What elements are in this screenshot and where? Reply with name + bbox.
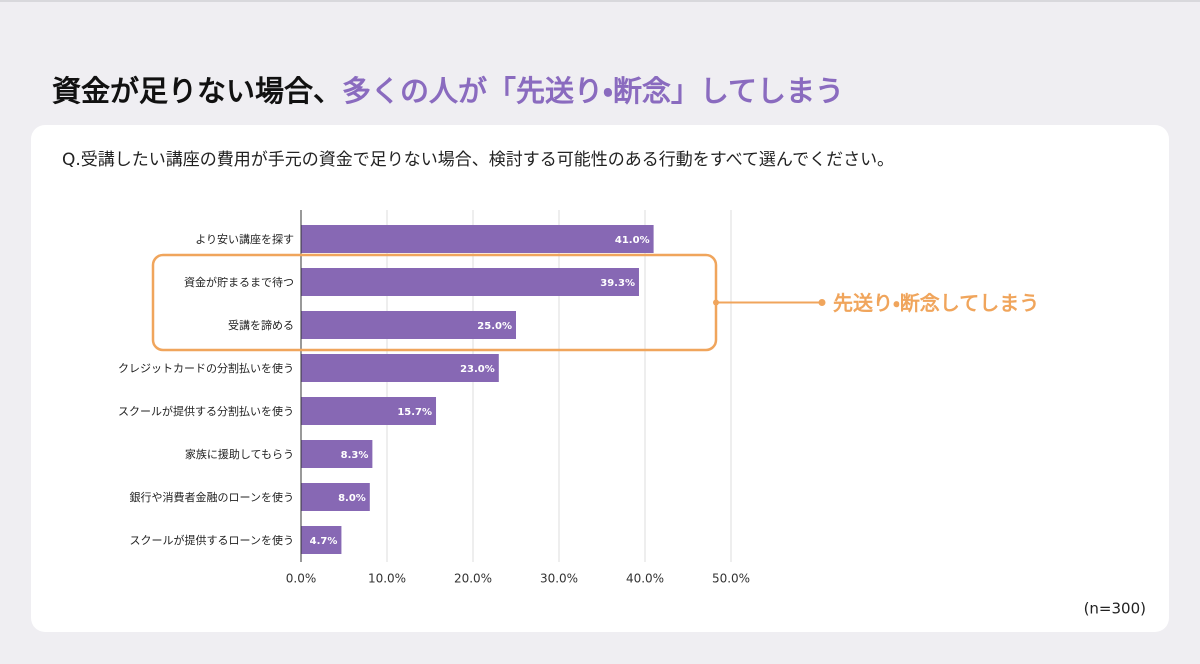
title-part: 資金が足りない場合、	[52, 74, 342, 108]
category-label: 銀行や消費者金融のローンを使う	[130, 490, 294, 504]
category-label: 受講を諦める	[228, 318, 294, 332]
card	[31, 125, 1169, 632]
value-label: 8.0%	[338, 493, 366, 504]
category-label: クレジットカードの分割払いを使う	[118, 361, 294, 375]
category-label: スクールが提供するローンを使う	[130, 533, 294, 547]
plot: 0.0% 10.0% 20.0% 30.0% 40.0% 50.0% より安い講座を探す 41…	[118, 210, 1039, 586]
bar	[301, 225, 654, 253]
bar	[301, 483, 370, 511]
x-tick-label: 10.0%	[368, 572, 406, 586]
sample-note: (n=300)	[1084, 600, 1146, 618]
connector-dot	[713, 299, 719, 306]
value-label: 15.7%	[397, 407, 432, 418]
annotation: 先送り・断念してしまう	[833, 291, 1039, 315]
bar	[301, 440, 373, 468]
bar	[301, 311, 516, 339]
value-label: 25.0%	[477, 321, 512, 332]
connector-dot	[818, 299, 826, 306]
bar	[301, 354, 499, 382]
value-label: 23.0%	[460, 364, 495, 375]
category-label: より安い講座を探す	[195, 232, 294, 246]
chart-title: 資金が足りない場合、多くの人が「先送り・断念」してしまう	[52, 74, 844, 108]
x-tick-label: 30.0%	[540, 572, 578, 586]
bar	[301, 268, 639, 296]
question: Q.受講したい講座の費用が手元の資金で足りない場合、検討する可能性のある行動をす…	[62, 150, 894, 170]
value-label: 8.3%	[341, 450, 369, 461]
value-label: 4.7%	[310, 536, 338, 547]
title-highlight: 多くの人が「先送り・断念」してしまう	[342, 74, 844, 108]
x-tick-label: 0.0%	[286, 572, 317, 586]
x-tick-label: 20.0%	[454, 572, 492, 586]
category-label: 資金が貯まるまで待つ	[184, 275, 294, 289]
x-tick-label: 40.0%	[626, 572, 664, 586]
bar	[301, 397, 437, 425]
category-label: スクールが提供する分割払いを使う	[118, 404, 294, 418]
top-border	[0, 0, 1200, 2]
x-tick-label: 50.0%	[712, 572, 750, 586]
value-label: 41.0%	[615, 235, 650, 246]
value-label: 39.3%	[600, 278, 635, 289]
category-label: 家族に援助してもらう	[185, 447, 294, 461]
bar	[301, 526, 342, 554]
